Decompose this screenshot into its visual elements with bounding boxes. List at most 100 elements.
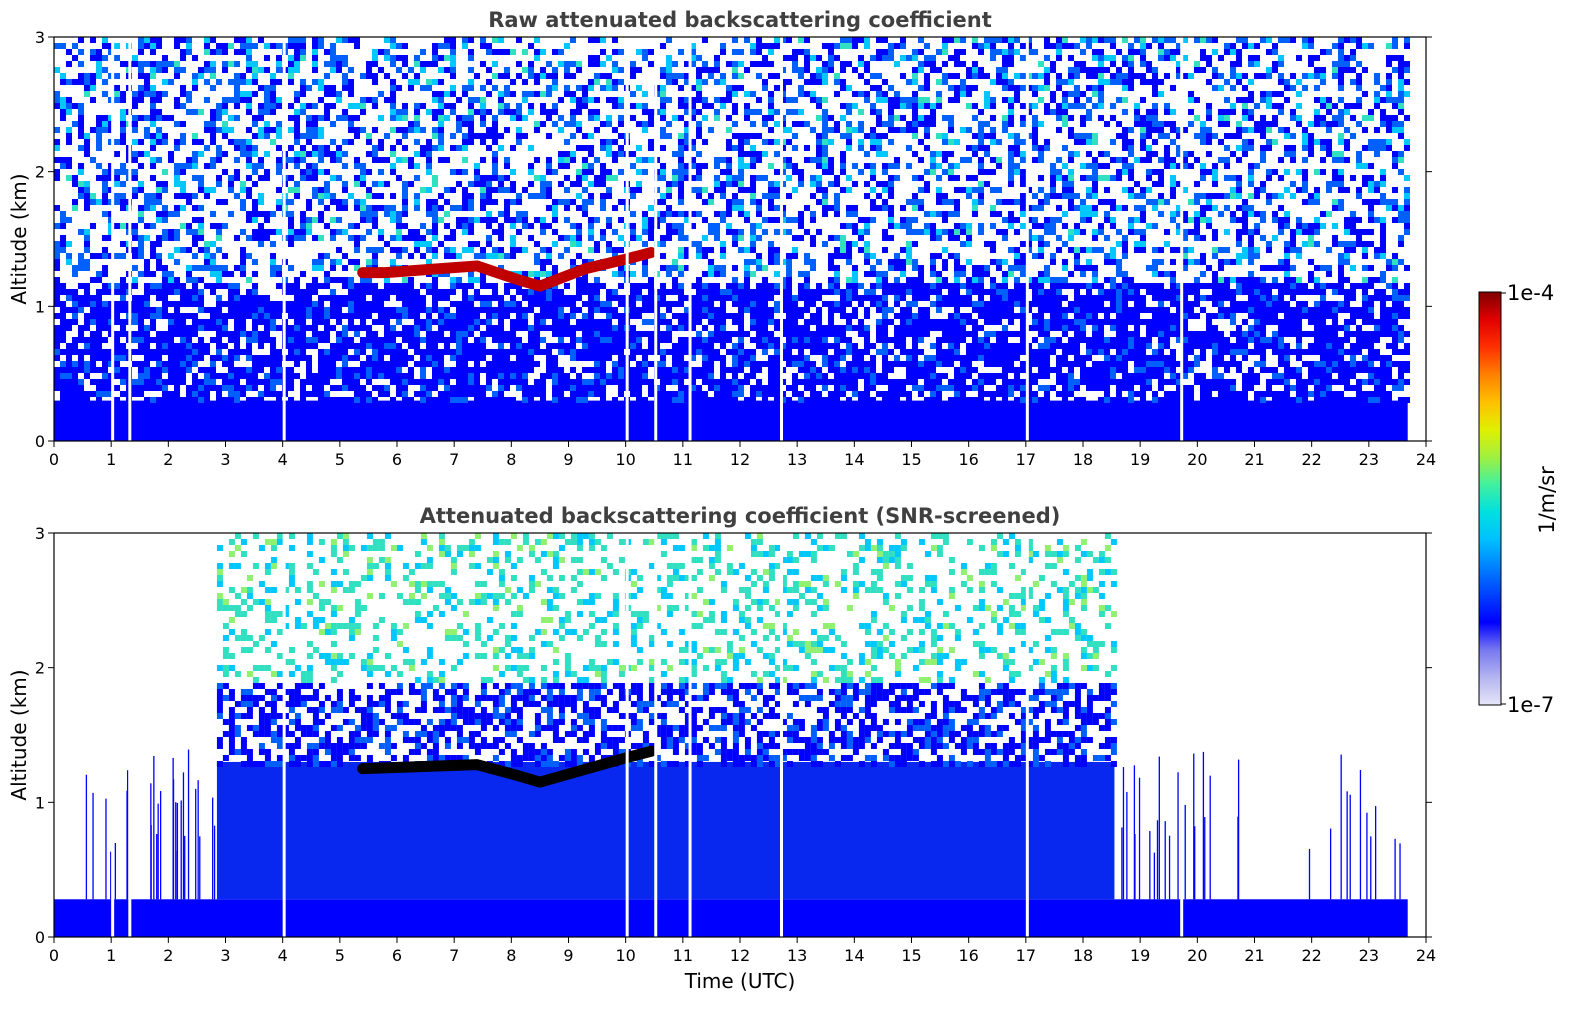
heatmap-cell: [378, 307, 384, 313]
heatmap-cell: [858, 145, 864, 151]
heatmap-cell: [258, 115, 264, 121]
heatmap-cell: [816, 283, 822, 289]
heatmap-cell: [774, 109, 780, 115]
heatmap-cell: [300, 235, 306, 241]
heatmap-cell: [246, 301, 252, 307]
heatmap-cell: [720, 193, 726, 199]
heatmap-cell: [714, 283, 720, 289]
heatmap-cell: [738, 49, 744, 55]
heatmap-cell: [240, 37, 246, 43]
heatmap-cell: [54, 289, 60, 295]
heatmap-cell: [426, 259, 432, 265]
heatmap-cell: [180, 367, 186, 373]
heatmap-cell: [390, 343, 396, 349]
heatmap-cell: [864, 193, 870, 199]
heatmap-cell: [924, 211, 930, 217]
heatmap-cell: [138, 67, 144, 73]
heatmap-cell: [390, 205, 396, 211]
heatmap-cell: [360, 181, 366, 187]
heatmap-cell: [552, 313, 558, 319]
heatmap-cell: [384, 361, 390, 367]
heatmap-cell: [696, 385, 702, 391]
heatmap-cell: [840, 307, 846, 313]
heatmap-cell: [738, 151, 744, 157]
heatmap-cell: [450, 331, 456, 337]
heatmap-cell: [786, 331, 792, 337]
heatmap-cell: [804, 205, 810, 211]
heatmap-cell: [156, 217, 162, 223]
heatmap-cell: [594, 181, 600, 187]
heatmap-cell: [804, 361, 810, 367]
heatmap-cell: [258, 301, 264, 307]
heatmap-cell: [84, 349, 90, 355]
heatmap-cell: [348, 385, 354, 391]
heatmap-cell: [516, 307, 522, 313]
heatmap-cell: [450, 133, 456, 139]
heatmap-cell: [60, 235, 66, 241]
heatmap-cell: [276, 355, 282, 361]
heatmap-cell: [834, 79, 840, 85]
heatmap-cell: [204, 325, 210, 331]
heatmap-cell: [708, 319, 714, 325]
heatmap-cell: [348, 139, 354, 145]
heatmap-cell: [720, 307, 726, 313]
heatmap-cell: [150, 307, 156, 313]
heatmap-cell: [822, 169, 828, 175]
heatmap-cell: [684, 325, 690, 331]
heatmap-cell: [612, 289, 618, 295]
heatmap-cell: [450, 373, 456, 379]
heatmap-cell: [192, 343, 198, 349]
heatmap-cell: [660, 253, 666, 259]
heatmap-cell: [732, 145, 738, 151]
heatmap-cell: [864, 391, 870, 397]
heatmap-cell: [252, 211, 258, 217]
heatmap-cell: [738, 367, 744, 373]
heatmap-cell: [912, 109, 918, 115]
heatmap-cell: [822, 187, 828, 193]
heatmap-cell: [660, 127, 666, 133]
heatmap-cell: [84, 283, 90, 289]
heatmap-cell: [660, 337, 666, 343]
heatmap-cell: [756, 211, 762, 217]
heatmap-cell: [102, 67, 108, 73]
heatmap-cell: [594, 247, 600, 253]
heatmap-cell: [246, 211, 252, 217]
heatmap-cell: [822, 211, 828, 217]
heatmap-cell: [234, 235, 240, 241]
heatmap-cell: [552, 397, 558, 403]
heatmap-cell: [756, 49, 762, 55]
heatmap-cell: [732, 301, 738, 307]
heatmap-cell: [252, 295, 258, 301]
heatmap-cell: [732, 199, 738, 205]
heatmap-cell: [570, 157, 576, 163]
heatmap-cell: [582, 187, 588, 193]
heatmap-cell: [234, 349, 240, 355]
heatmap-cell: [732, 37, 738, 43]
heatmap-cell: [72, 379, 78, 385]
heatmap-cell: [330, 175, 336, 181]
heatmap-cell: [276, 187, 282, 193]
heatmap-cell: [144, 151, 150, 157]
heatmap-cell: [264, 103, 270, 109]
heatmap-cell: [582, 355, 588, 361]
heatmap-cell: [456, 127, 462, 133]
heatmap-cell: [414, 289, 420, 295]
heatmap-cell: [78, 385, 84, 391]
heatmap-cell: [732, 109, 738, 115]
heatmap-cell: [114, 307, 120, 313]
heatmap-cell: [462, 367, 468, 373]
heatmap-cell: [570, 367, 576, 373]
heatmap-cell: [420, 223, 426, 229]
heatmap-cell: [288, 37, 294, 43]
heatmap-cell: [612, 37, 618, 43]
heatmap-cell: [504, 103, 510, 109]
heatmap-cell: [786, 313, 792, 319]
heatmap-cell: [114, 169, 120, 175]
heatmap-cell: [612, 379, 618, 385]
heatmap-cell: [486, 373, 492, 379]
heatmap-cell: [924, 223, 930, 229]
heatmap-cell: [858, 349, 864, 355]
heatmap-cell: [876, 373, 882, 379]
heatmap-cell: [822, 67, 828, 73]
heatmap-cell: [882, 133, 888, 139]
